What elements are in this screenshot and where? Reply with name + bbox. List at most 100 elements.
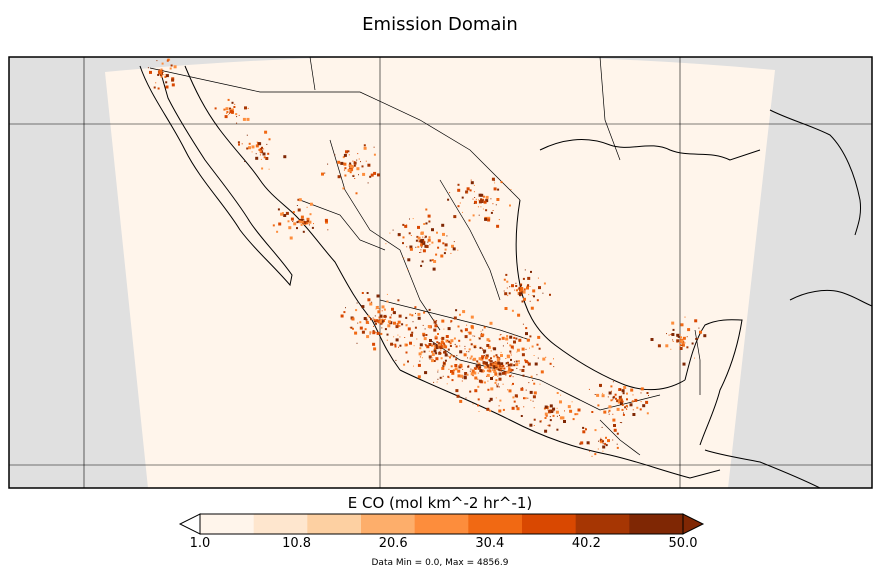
emission-cell [422, 332, 426, 336]
emission-cell [373, 347, 377, 351]
emission-cell [498, 386, 500, 388]
emission-cell [470, 372, 474, 376]
emission-cell [402, 236, 405, 239]
emission-cell [447, 355, 449, 357]
emission-cell [157, 87, 160, 90]
emission-cell [495, 371, 497, 373]
emission-cell [515, 405, 518, 408]
emission-cell [502, 383, 504, 385]
emission-cell [403, 363, 406, 366]
emission-cell [401, 323, 404, 326]
emission-cell [226, 111, 229, 113]
emission-cell [494, 361, 498, 365]
emission-cell [610, 385, 613, 388]
emission-cell [525, 332, 528, 336]
emission-cell [511, 284, 514, 288]
emission-cell [347, 150, 350, 153]
emission-cell [162, 74, 164, 76]
emission-cell [372, 330, 375, 333]
emission-cell [228, 114, 230, 116]
emission-cell [447, 340, 448, 341]
emission-cell [600, 440, 603, 442]
emission-cell [511, 369, 514, 372]
emission-cell [300, 218, 303, 221]
emission-cell [431, 353, 435, 356]
emission-cell [361, 292, 364, 294]
emission-cell [526, 338, 530, 342]
emission-cell [372, 317, 374, 319]
emission-cell [597, 404, 600, 407]
emission-cell [361, 330, 365, 334]
emission-cell [290, 217, 294, 221]
emission-cell [383, 308, 386, 311]
emission-cell [493, 347, 497, 351]
emission-cell [508, 366, 511, 369]
emission-cell [676, 333, 680, 337]
emission-cell [672, 340, 674, 342]
emission-cell [427, 325, 431, 328]
emission-cell [399, 336, 401, 338]
emission-cell [695, 337, 698, 340]
emission-cell [485, 199, 489, 203]
emission-cell [532, 400, 534, 402]
emission-cell [321, 172, 324, 176]
emission-cell [369, 302, 373, 306]
emission-cell [544, 405, 548, 409]
emission-cell [367, 298, 371, 302]
emission-cell [608, 409, 611, 412]
emission-cell [601, 426, 603, 428]
emission-cell [383, 319, 384, 320]
emission-cell [434, 335, 437, 338]
emission-cell [640, 401, 642, 403]
emission-cell [436, 231, 438, 234]
emission-cell [509, 363, 513, 367]
emission-cell [525, 389, 527, 391]
emission-cell [498, 409, 502, 413]
emission-cell [446, 383, 448, 385]
emission-cell [365, 318, 368, 321]
emission-cell [415, 239, 418, 242]
emission-cell [629, 403, 633, 407]
emission-cell [392, 229, 394, 231]
emission-cell [430, 344, 433, 347]
emission-cell [607, 396, 609, 398]
emission-cell [445, 335, 449, 338]
emission-cell [616, 446, 619, 449]
emission-cell [425, 344, 428, 347]
emission-cell [158, 69, 160, 71]
emission-cell [615, 397, 617, 400]
emission-cell [524, 269, 526, 271]
emission-cell [298, 198, 302, 202]
emission-cell [522, 290, 526, 294]
emission-cell [405, 351, 408, 354]
emission-cell [226, 112, 228, 114]
emission-cell [160, 74, 161, 76]
emission-cell [672, 328, 675, 331]
emission-cell [451, 379, 454, 382]
emission-cell [381, 305, 385, 309]
emission-cell [520, 284, 522, 287]
emission-cell [512, 348, 514, 350]
emission-cell [686, 346, 689, 349]
emission-cell [231, 101, 234, 104]
emission-cell [374, 315, 376, 317]
emission-cell [389, 232, 391, 234]
emission-cell [462, 368, 464, 370]
emission-cell [456, 394, 460, 398]
emission-cell [666, 333, 667, 335]
emission-cell [482, 361, 486, 365]
colorbar-tick-label: 40.2 [571, 536, 601, 551]
emission-cell [500, 354, 503, 357]
emission-cell [457, 374, 461, 378]
emission-cell [464, 348, 466, 350]
emission-cell [626, 392, 628, 395]
emission-cell [548, 409, 552, 413]
emission-cell [532, 395, 536, 399]
emission-cell [524, 288, 526, 290]
emission-cell [620, 398, 622, 400]
emission-cell [173, 65, 177, 69]
emission-cell [514, 289, 516, 291]
colorbar-under-arrow [178, 513, 201, 535]
emission-cell [631, 400, 634, 403]
emission-cell [625, 404, 628, 407]
